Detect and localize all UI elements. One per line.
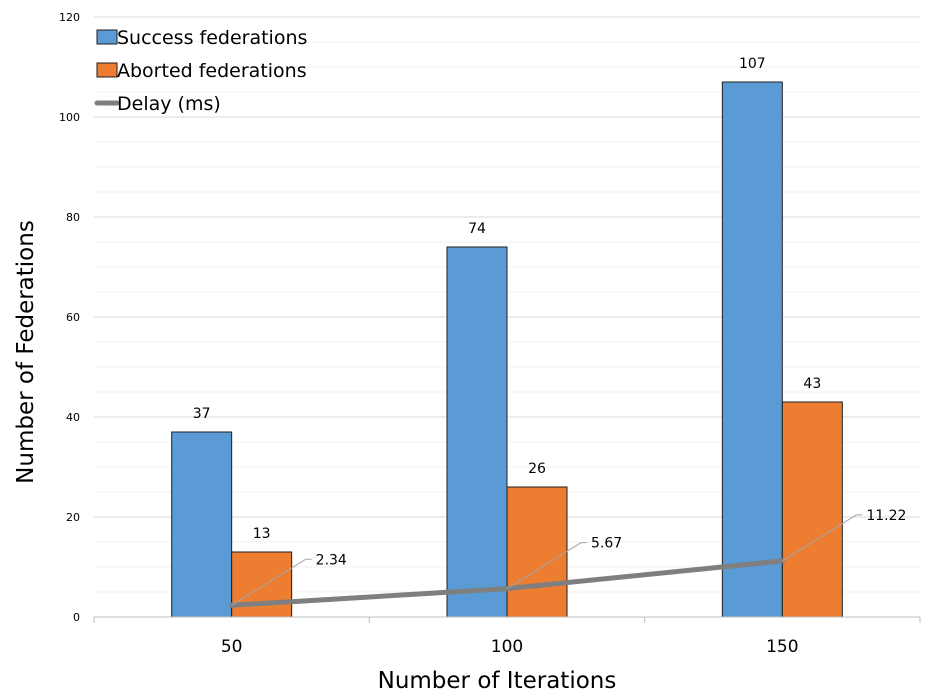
y-tick-label: 80 — [66, 211, 80, 224]
x-tick-label-150: 150 — [766, 637, 798, 657]
bars — [171, 81, 843, 618]
data-labels: 37 74 107 13 26 43 2.34 5.67 11.22 — [193, 56, 907, 568]
y-tick-label: 40 — [66, 411, 80, 424]
y-tick-label: 0 — [73, 611, 80, 624]
data-label-aborted-federations-150: 43 — [803, 376, 821, 392]
x-tick-label-100: 100 — [491, 637, 523, 657]
y-tick-label: 120 — [59, 11, 80, 24]
y-tick-label: 60 — [66, 311, 80, 324]
legend-swatch-aborted-federations — [96, 62, 118, 78]
y-tick-label: 100 — [59, 111, 80, 124]
x-axis-ticks: 50 100 150 — [221, 637, 799, 657]
data-label-aborted-federations-100: 26 — [528, 461, 546, 477]
bar-aborted-federations-100 — [506, 486, 568, 618]
data-label-success-federations-100: 74 — [468, 221, 486, 237]
x-tick-label-50: 50 — [221, 637, 243, 657]
bar-success-federations-150 — [721, 81, 783, 618]
legend-label-aborted-federations: Aborted federations — [117, 60, 307, 82]
y-tick-label: 20 — [66, 511, 80, 524]
y-axis-title: Number of Federations — [13, 220, 39, 484]
data-label-aborted-federations-50: 13 — [253, 526, 271, 542]
delay-line — [229, 514, 863, 608]
data-label-success-federations-150: 107 — [739, 56, 766, 72]
leader-line-150 — [782, 514, 863, 562]
legend-label-success-federations: Success federations — [117, 27, 307, 49]
data-label-delay-ms-150: 11.22 — [866, 508, 906, 524]
legend-label-delay-ms: Delay (ms) — [117, 93, 221, 115]
legend: Success federations Aborted federations De… — [94, 27, 307, 115]
bar-success-federations-50 — [171, 431, 233, 618]
leader-line-50 — [231, 558, 312, 606]
data-label-delay-ms-100: 5.67 — [591, 536, 622, 552]
data-label-delay-ms-50: 2.34 — [316, 552, 347, 568]
data-label-success-federations-50: 37 — [193, 406, 211, 422]
x-axis-title: Number of Iterations — [378, 668, 617, 694]
bar-aborted-federations-150 — [781, 401, 843, 618]
x-axis — [93, 616, 921, 623]
leader-line-100 — [506, 542, 587, 590]
bar-success-federations-100 — [446, 246, 508, 618]
legend-swatch-success-federations — [96, 29, 118, 45]
y-axis-ticks: 0 20 40 60 80 100 120 — [59, 11, 80, 624]
